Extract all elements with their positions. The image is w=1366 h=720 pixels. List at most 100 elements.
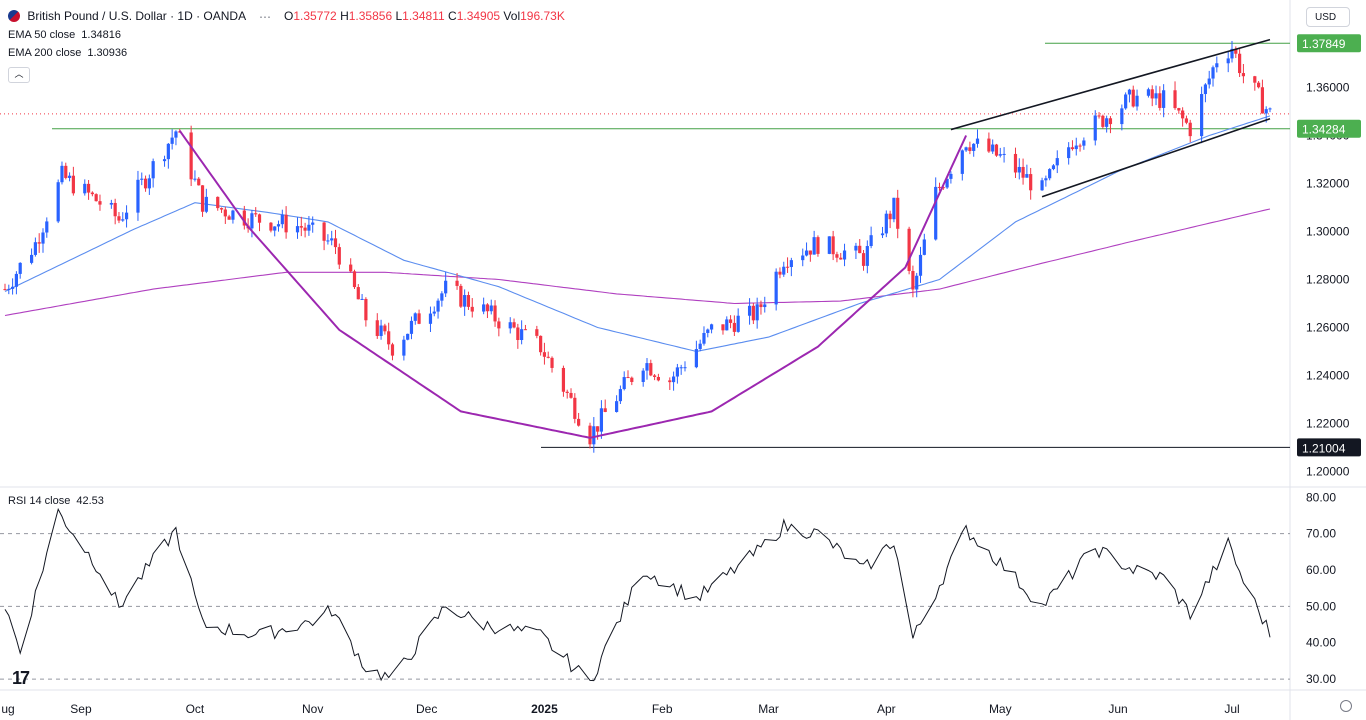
close-label: C <box>448 9 457 23</box>
candle-body <box>630 377 634 382</box>
level-price-label: 1.37849 <box>1302 37 1346 51</box>
candle-body <box>520 329 524 341</box>
candle-body <box>71 175 75 194</box>
candle-body <box>299 226 303 228</box>
candle-body <box>485 304 490 312</box>
candle-body <box>375 320 379 336</box>
candle-body <box>675 367 679 377</box>
candle-body <box>550 357 554 368</box>
candle-body <box>645 363 649 371</box>
candle-body <box>618 389 623 402</box>
candle-body <box>972 143 976 151</box>
candle-body <box>922 239 926 255</box>
candle-body <box>763 304 767 308</box>
ohlc-readout: O1.35772 H1.35856 L1.34811 C1.34905 Vol1… <box>284 9 565 23</box>
close-value: 1.34905 <box>456 9 501 23</box>
candle-body <box>444 280 448 294</box>
ema50-legend[interactable]: EMA 50 close 1.34816 <box>8 29 121 41</box>
candle-body <box>455 280 459 286</box>
candle-body <box>322 222 326 241</box>
candle-body <box>147 178 151 189</box>
candle-body <box>827 236 831 254</box>
candle-body <box>1078 145 1082 147</box>
candle-body <box>311 222 315 225</box>
candle-body <box>603 408 607 412</box>
high-value: 1.35856 <box>348 9 393 23</box>
candle-body <box>759 304 763 308</box>
candle-body <box>941 187 945 189</box>
candle-body <box>858 245 862 254</box>
candle-body <box>991 144 995 152</box>
candle-body <box>402 339 406 356</box>
rsi-legend[interactable]: RSI 14 close 42.53 <box>8 495 104 507</box>
ema200-legend[interactable]: EMA 200 close 1.30936 <box>8 47 127 59</box>
candle-body <box>649 363 653 376</box>
currency-selector[interactable]: USD <box>1306 7 1350 27</box>
candle-body <box>1181 110 1185 119</box>
candle-body <box>994 144 999 156</box>
price-tick-label: 1.36000 <box>1306 81 1350 95</box>
candle-body <box>1215 63 1219 68</box>
candle-body <box>918 254 923 276</box>
candle-body <box>364 298 368 321</box>
time-tick-label: Dec <box>416 702 437 716</box>
low-label: L <box>395 9 403 23</box>
candle-body <box>679 367 683 369</box>
level-price-label: 1.34284 <box>1302 123 1346 137</box>
candle-body <box>816 237 820 254</box>
candle-body <box>937 186 942 188</box>
candle-body <box>774 271 778 305</box>
candle-body <box>934 186 938 240</box>
candle-body <box>778 271 782 275</box>
candle-body <box>56 182 60 222</box>
candle-body <box>546 356 550 358</box>
candle-body <box>964 147 968 151</box>
rsi-tick-label: 50.00 <box>1306 599 1336 613</box>
open-value: 1.35772 <box>293 9 337 23</box>
candle-body <box>1101 115 1105 127</box>
time-tick-label: Jul <box>1224 702 1239 716</box>
candle-body <box>987 138 991 152</box>
candle-body <box>216 196 220 209</box>
price-tick-label: 1.20000 <box>1306 464 1350 478</box>
candle-body <box>523 329 528 331</box>
candle-body <box>656 376 660 381</box>
candle-body <box>1257 82 1261 88</box>
candle-body <box>1105 118 1109 127</box>
candle-body <box>626 377 630 379</box>
more-options-icon[interactable]: ⋯ <box>259 10 271 24</box>
candle-body <box>1200 94 1204 137</box>
candle-body <box>1093 115 1097 141</box>
price-tick-label: 1.32000 <box>1306 177 1350 191</box>
level-price-tag <box>1297 438 1361 457</box>
candle-body <box>1044 178 1048 181</box>
open-label: O <box>284 9 294 23</box>
collapse-legend-icon[interactable]: ︿ <box>8 67 30 83</box>
candle-body <box>747 305 752 316</box>
candle-body <box>839 257 843 260</box>
price-tick-label: 1.26000 <box>1306 320 1350 334</box>
candle-body <box>18 262 22 274</box>
candle-body <box>1234 48 1238 54</box>
candle-body <box>854 245 858 251</box>
candle-body <box>1017 166 1021 173</box>
candle-body <box>124 212 129 220</box>
settings-icon[interactable] <box>1340 700 1352 712</box>
candle-body <box>865 246 869 266</box>
candle-body <box>1241 73 1246 77</box>
candle-body <box>945 178 949 188</box>
candle-body <box>565 391 569 393</box>
candle-body <box>459 285 463 307</box>
candle-body <box>1264 109 1268 114</box>
candle-body <box>417 313 421 324</box>
candle-body <box>1131 89 1135 107</box>
candle-body <box>588 425 592 445</box>
symbol-title[interactable]: British Pound / U.S. Dollar · 1D · OANDA <box>27 9 247 23</box>
candle-body <box>436 300 440 312</box>
candle-body <box>998 154 1002 156</box>
candle-body <box>64 165 68 178</box>
candle-body <box>1108 118 1113 125</box>
candle-body <box>1067 147 1071 159</box>
candle-body <box>888 213 892 220</box>
candle-body <box>227 216 231 220</box>
